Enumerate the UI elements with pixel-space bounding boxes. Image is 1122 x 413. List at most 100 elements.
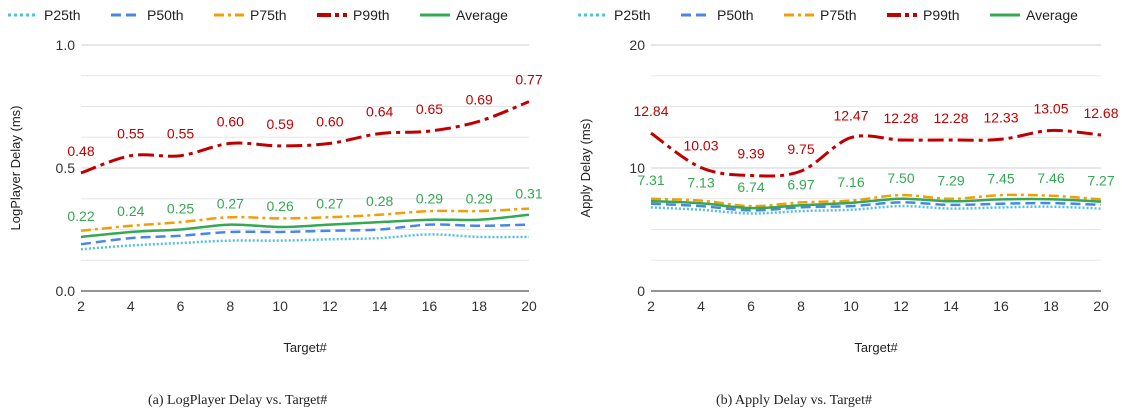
data-label-p99th: 12.28 [883, 110, 918, 126]
x-axis-title: Target# [283, 340, 327, 355]
series-line-average [650, 197, 1102, 210]
data-label-p99th: 0.60 [217, 113, 244, 129]
x-tick-label: 2 [77, 298, 85, 314]
x-tick-label: 2 [647, 298, 655, 314]
y-tick-label: 0.5 [56, 160, 76, 176]
y-tick-label: 20 [629, 37, 645, 53]
legend-item-p99th: P99th [887, 7, 960, 23]
legend-label: P99th [923, 7, 960, 23]
data-label-p99th: 9.39 [737, 146, 764, 162]
x-tick-label: 16 [422, 298, 438, 314]
legend-label: P25th [44, 7, 81, 23]
data-label-p99th: 0.55 [117, 126, 144, 142]
legend-item-p99th: P99th [317, 7, 390, 23]
x-tick-label: 4 [127, 298, 135, 314]
data-label-average: 6.97 [787, 176, 814, 192]
x-tick-label: 12 [893, 298, 909, 314]
legend-label: Average [1026, 7, 1078, 23]
series-line-p75th [80, 207, 530, 232]
gridlines [81, 44, 529, 292]
legend-label: P75th [250, 7, 287, 23]
data-label-average: 6.74 [737, 179, 764, 195]
data-label-average: 7.29 [937, 172, 964, 188]
y-tick-label: 10 [629, 160, 645, 176]
data-label-p99th: 0.77 [515, 72, 542, 88]
y-tick-label: 0 [637, 283, 645, 299]
series-line-p50th [650, 201, 1102, 212]
data-label-average: 0.22 [67, 208, 94, 224]
figure-caption: (a) LogPlayer Delay vs. Target# [148, 393, 327, 408]
legend-item-p25th: P25th [578, 7, 651, 23]
data-label-average: 0.27 [217, 196, 244, 212]
legend: P25th P50th P75th P99th Average [578, 7, 1078, 23]
data-label-average: 0.26 [266, 198, 293, 214]
data-label-average: 0.29 [466, 191, 493, 207]
legend-label: Average [456, 7, 508, 23]
x-tick-label: 8 [226, 298, 234, 314]
data-label-p99th: 9.75 [787, 141, 814, 157]
legend-label: P99th [353, 7, 390, 23]
x-axis-title: Target# [854, 340, 898, 355]
legend-item-average: Average [990, 7, 1078, 23]
x-tick-label: 16 [993, 298, 1009, 314]
legend-item-average: Average [420, 7, 508, 23]
data-label-p99th: 0.60 [316, 113, 343, 129]
data-label-p99th: 0.69 [466, 91, 493, 107]
data-label-average: 7.13 [687, 174, 714, 190]
figure-caption: (b) Apply Delay vs. Target# [716, 393, 872, 408]
legend-item-p50th: P50th [111, 7, 184, 23]
data-label-p99th: 13.05 [1033, 100, 1068, 116]
data-label-p99th: 12.28 [933, 110, 968, 126]
legend-item-p50th: P50th [681, 7, 754, 23]
data-label-average: 0.28 [366, 193, 393, 209]
y-tick-label: 1.0 [56, 37, 76, 53]
data-label-p99th: 0.55 [167, 126, 194, 142]
series-line-p99th [650, 128, 1102, 178]
data-label-p99th: 0.59 [266, 116, 293, 132]
legend-label: P25th [614, 7, 651, 23]
chart-apply-delay: 0 10 20 2 4 6 8 10 12 14 16 18 20 Target# Apply Delay … [578, 7, 1119, 408]
legend: P25th P50th P75th P99th Average [8, 7, 508, 23]
data-label-p99th: 10.03 [683, 138, 718, 154]
legend-item-p25th: P25th [8, 7, 81, 23]
data-label-average: 7.31 [637, 172, 664, 188]
legend-label: P50th [717, 7, 754, 23]
data-label-p99th: 12.47 [833, 108, 868, 124]
x-tick-label: 14 [372, 298, 388, 314]
series-line-average [80, 213, 530, 239]
data-label-p99th: 0.65 [416, 101, 443, 117]
series-line-p50th [80, 223, 530, 246]
data-label-average: 0.25 [167, 201, 194, 217]
x-tick-label: 10 [272, 298, 288, 314]
x-tick-label: 12 [322, 298, 338, 314]
legend-item-p75th: P75th [214, 7, 287, 23]
data-label-average: 7.45 [987, 170, 1014, 186]
y-axis-title: Apply Delay (ms) [578, 119, 593, 218]
series-line-p75th [650, 193, 1102, 208]
data-label-average: 7.50 [887, 170, 914, 186]
data-label-p99th: 0.48 [67, 143, 94, 159]
data-label-p99th: 12.68 [1083, 105, 1118, 121]
data-label-p99th: 0.64 [366, 104, 393, 120]
data-label-average: 7.46 [1037, 170, 1064, 186]
x-tick-label: 8 [797, 298, 805, 314]
data-label-average: 7.27 [1087, 173, 1114, 189]
x-tick-label: 6 [747, 298, 755, 314]
data-label-average: 0.29 [416, 191, 443, 207]
y-axis-title: LogPlayer Delay (ms) [8, 106, 23, 231]
x-tick-label: 18 [1043, 298, 1059, 314]
x-tick-label: 4 [697, 298, 705, 314]
y-tick-label: 0.0 [56, 283, 76, 299]
data-label-average: 7.16 [837, 174, 864, 190]
data-label-p99th: 12.84 [633, 103, 668, 119]
legend-label: P50th [147, 7, 184, 23]
x-tick-label: 10 [843, 298, 859, 314]
chart-logplayer-delay: 0.0 0.5 1.0 2 4 6 8 10 12 14 16 18 20 Target# LogPlaye… [8, 7, 543, 408]
x-tick-label: 20 [1093, 298, 1109, 314]
x-tick-label: 18 [471, 298, 487, 314]
x-tick-label: 6 [177, 298, 185, 314]
series-line-p25th [650, 204, 1102, 215]
legend-item-p75th: P75th [784, 7, 857, 23]
data-label-average: 0.27 [316, 196, 343, 212]
